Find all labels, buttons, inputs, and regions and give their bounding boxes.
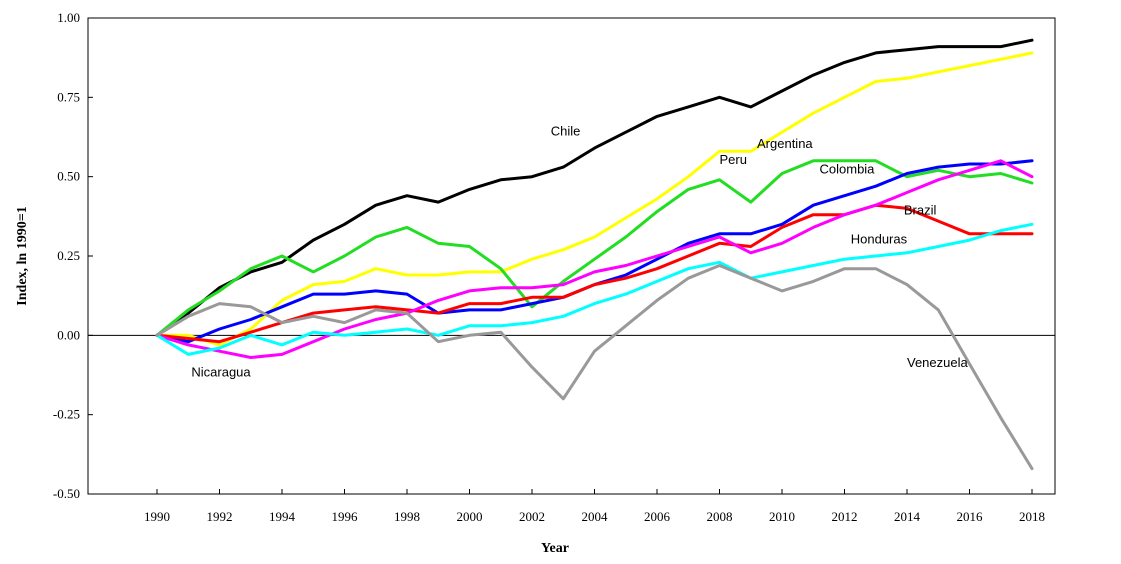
x-tick-label: 2006 (644, 509, 671, 524)
series-label-venezuela: Venezuela (907, 355, 968, 370)
plot-frame (87, 17, 1056, 495)
y-tick-label: 0.50 (57, 169, 80, 184)
x-tick-label: 1990 (144, 509, 170, 524)
series-line-honduras (155, 222, 1034, 356)
x-tick-label: 1994 (269, 509, 296, 524)
series-label-brazil: Brazil (904, 203, 937, 218)
series-line-argentina (155, 51, 1034, 347)
y-tick-label: 0.25 (57, 248, 80, 263)
series-labels: Chile Argentina Peru Colombia Brazil Honduras… (191, 123, 968, 379)
x-tick-label: 2012 (832, 509, 858, 524)
x-tick-label: 2014 (894, 509, 921, 524)
x-axis-title: Year (541, 541, 569, 556)
series-label-nicaragua: Nicaragua (191, 365, 251, 380)
x-tick-label: 1992 (207, 509, 233, 524)
x-tick-label: 2008 (707, 509, 733, 524)
x-tick-label: 2002 (519, 509, 545, 524)
series-line-venezuela (155, 264, 1034, 471)
x-tick-label: 2000 (457, 509, 483, 524)
series-line-series-6 (155, 159, 1034, 359)
series-line-chile (155, 38, 1034, 337)
y-tick-label: -0.50 (53, 486, 80, 501)
series-label-peru: Peru (720, 152, 747, 167)
y-axis-title: Index, ln 1990=1 (15, 206, 30, 305)
series-label-argentina: Argentina (757, 136, 813, 151)
x-tick-label: 2018 (1019, 509, 1045, 524)
x-axis: 1990 1992 1994 1996 1998 2000 2002 2004 2006 2008… (144, 489, 1045, 524)
y-axis: 1.00 0.75 0.50 0.25 0.00 -0.25 -0.50 (53, 10, 93, 501)
x-tick-label: 2010 (769, 509, 795, 524)
series-line-brazil (155, 203, 1034, 344)
y-tick-label: 1.00 (57, 10, 80, 25)
series-lines (155, 38, 1034, 471)
x-tick-label: 2004 (582, 509, 609, 524)
series-label-chile: Chile (551, 123, 581, 138)
x-tick-label: 1996 (332, 509, 359, 524)
x-tick-label: 2016 (957, 509, 984, 524)
y-tick-label: -0.25 (53, 407, 80, 422)
series-label-honduras: Honduras (851, 231, 908, 246)
series-label-colombia: Colombia (820, 161, 876, 176)
y-tick-label: 0.00 (57, 327, 80, 342)
series-line-colombia (155, 159, 1034, 337)
y-tick-label: 0.75 (57, 89, 80, 104)
series-line-peru (155, 159, 1034, 344)
x-tick-label: 1998 (394, 509, 420, 524)
